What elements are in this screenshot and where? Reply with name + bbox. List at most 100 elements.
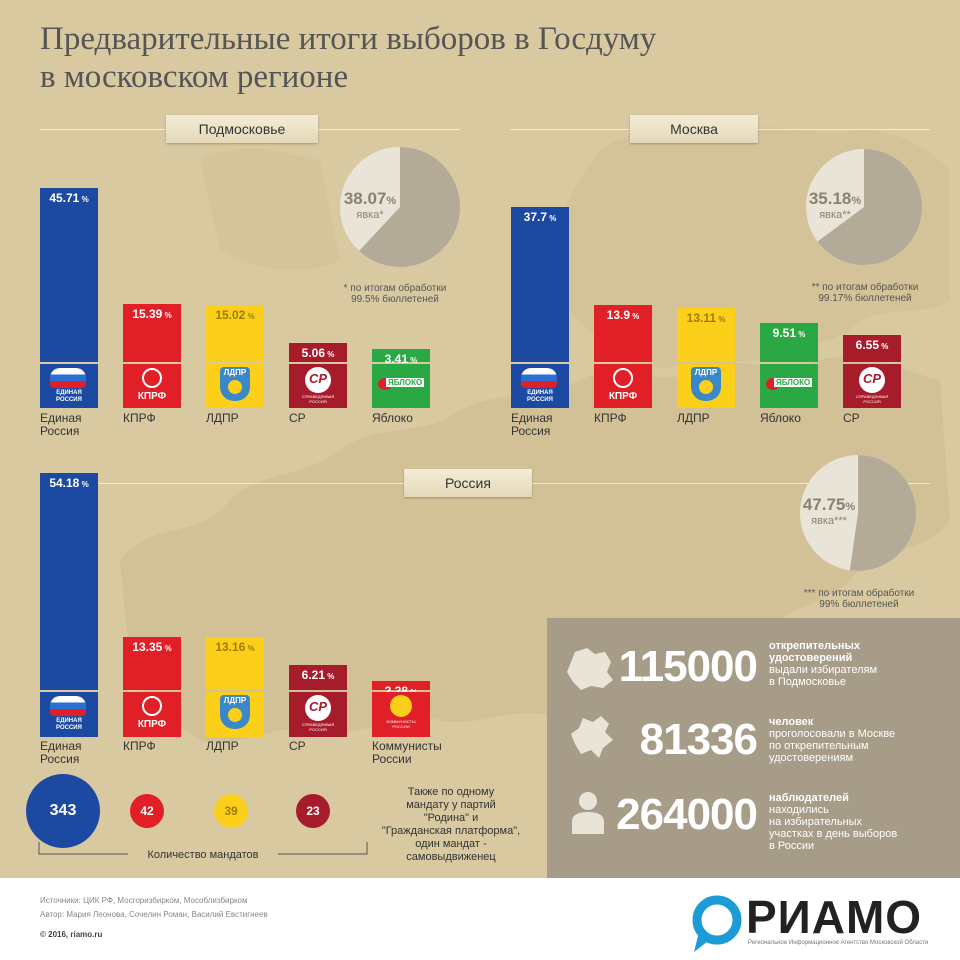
party-label-mosk-4: СР — [843, 412, 921, 425]
riamo-brand-sub: Региональное Информационное Агентство Мо… — [748, 940, 929, 946]
pie-label-rus: явка*** — [811, 515, 847, 527]
bar-podm-0 — [40, 188, 98, 362]
rus-note-line-2: 99% бюллетеней — [819, 599, 899, 610]
data-label-mosk-4: 6.55 % — [843, 338, 901, 352]
title-line-1: Предварительные итоги выборов в Госдуму — [40, 21, 657, 57]
data-label-value: 5.06 — [301, 346, 325, 360]
pie-value-pct: % — [851, 195, 862, 207]
bar-rus-3 — [289, 665, 347, 690]
bar-podm-3 — [289, 343, 347, 362]
sr-logo-text: СР — [308, 371, 328, 386]
data-label-pct: % — [547, 214, 557, 223]
party-label-line: Единая — [40, 739, 82, 753]
ldpr-logo-text: ЛДПР — [223, 696, 247, 705]
logo-er-mosk: ЕДИНАЯ РОССИЯ — [511, 364, 569, 408]
sr-logo-sub: СПРАВЕДЛИВАЯ — [301, 722, 335, 727]
logo-ldpr-mosk: ЛДПР — [677, 364, 735, 408]
kprf-logo-text: КПРФ — [137, 391, 167, 402]
number-81336: 81336 — [639, 715, 758, 764]
logo-kprf-mosk: КПРФ — [594, 364, 652, 408]
party-label-line: ЛДПР — [206, 411, 239, 425]
data-label-pct: % — [245, 644, 255, 653]
footer: Источники: ЦИК РФ, Мосгоризбирком, Мособ… — [0, 878, 960, 960]
data-label-pct: % — [79, 480, 89, 489]
kprf-logo-text: КПРФ — [137, 719, 167, 730]
data-label-value: 13.9 — [606, 308, 630, 322]
er-logo-text: ЕДИНАЯ — [56, 718, 82, 724]
pie-value-number: 38.07 — [343, 189, 387, 208]
turnout-pie-rus — [800, 455, 916, 571]
mandates-bracket — [38, 842, 368, 855]
desc-line: в России — [769, 840, 815, 852]
desc-line: удостоверениям — [769, 752, 854, 764]
podm-tag: Подмосковье — [166, 115, 318, 143]
footer-sources: Источники: ЦИК РФ, Мосгоризбирком, Мособ… — [40, 896, 248, 905]
party-label-mosk-1: КПРФ — [594, 412, 672, 425]
turnout-pie-mosk — [806, 149, 922, 265]
mandate-circle-2: 39 — [214, 794, 248, 828]
mandate-circle-3: 23 — [296, 794, 330, 828]
bar-rus-0 — [40, 473, 98, 690]
er-logo-text: ЕДИНАЯ — [56, 390, 82, 396]
logo-yabloko-mosk: ЯБЛОКО — [760, 364, 818, 408]
bar-rus-2 — [206, 637, 264, 690]
sr-logo-text: СР — [308, 699, 328, 714]
bar-podm-1 — [123, 304, 181, 362]
data-label-pct: % — [408, 356, 418, 365]
logo-er-podm: ЕДИНАЯ РОССИЯ — [40, 364, 98, 408]
pie-label-podm: явка* — [356, 209, 384, 221]
sr-logo-sub: СПРАВЕДЛИВАЯ — [301, 394, 335, 399]
party-label-mosk-2: ЛДПР — [677, 412, 755, 425]
party-label-line: Россия — [40, 752, 80, 766]
bear-emblem-icon — [521, 368, 557, 388]
desc-bold: наблюдателей — [769, 792, 849, 804]
yabloko-logo-text: ЯБЛОКО — [774, 378, 813, 387]
pie-value-pct: % — [386, 195, 397, 207]
desc-bold: удостоверений — [769, 652, 853, 664]
mandates-note: Также по одному мандату у партий "Родина… — [366, 786, 536, 864]
party-label-rus-3: СР — [289, 740, 367, 753]
eagle-icon — [228, 708, 242, 722]
pie-text-podm: 38.07% явка* — [340, 189, 400, 221]
data-label-value: 13.35 — [132, 640, 163, 654]
bear-emblem-icon — [50, 696, 86, 716]
party-label-mosk-0: Единая Россия — [511, 412, 589, 438]
bar-mosk-2 — [677, 308, 735, 362]
data-label-podm-3: 5.06 % — [289, 346, 347, 360]
party-label-line: России — [372, 752, 412, 766]
party-label-rus-1: КПРФ — [123, 740, 201, 753]
page-title: Предварительные итоги выборов в Госдуму … — [40, 20, 656, 96]
party-label-line: Единая — [511, 411, 553, 425]
mosk-note: ** по итогам обработки 99.17% бюллетеней — [790, 282, 940, 304]
pie-slice-turnout-complement — [359, 147, 460, 267]
mandate-circle-0: 343 — [26, 774, 100, 848]
logo-ldpr-rus: ЛДПР — [206, 692, 264, 737]
sr-circle-icon — [305, 695, 331, 721]
mandates-note-line: самовыдвиженец — [406, 851, 496, 863]
party-label-rus-0: Единая Россия — [40, 740, 118, 766]
bar-mosk-0 — [511, 207, 569, 362]
sr-circle-icon — [859, 367, 885, 393]
rus-tag: Россия — [404, 469, 532, 497]
party-label-line: ЛДПР — [206, 739, 239, 753]
er-logo-text: РОССИЯ — [56, 397, 82, 403]
hammer-sickle-icon — [613, 368, 633, 388]
logo-sr-rus: СР СПРАВЕДЛИВАЯ РОССИЯ — [289, 692, 347, 737]
sr-logo-sub: РОССИЯ — [309, 399, 327, 404]
desc-line: на избирательных — [769, 816, 863, 828]
sr-logo-sub: СПРАВЕДЛИВАЯ — [855, 394, 889, 399]
pie-value-number: 47.75 — [802, 495, 846, 514]
data-label-pct: % — [162, 644, 172, 653]
turnout-pie-podm — [340, 147, 460, 267]
moscow-oblast-map-icon — [567, 648, 613, 690]
data-label-pct: % — [630, 312, 640, 321]
logo-sr-mosk: СР СПРАВЕДЛИВАЯ РОССИЯ — [843, 364, 901, 408]
data-label-pct: % — [716, 315, 726, 324]
bar-rus-1 — [123, 637, 181, 690]
party-label-line: Россия — [511, 424, 551, 438]
data-label-pct: % — [796, 330, 806, 339]
desc-line: по открепительным — [769, 740, 869, 752]
party-label-line: СР — [289, 411, 306, 425]
desc-line: находились — [769, 804, 829, 816]
mosk-note-line-1: ** по итогам обработки — [811, 282, 919, 293]
